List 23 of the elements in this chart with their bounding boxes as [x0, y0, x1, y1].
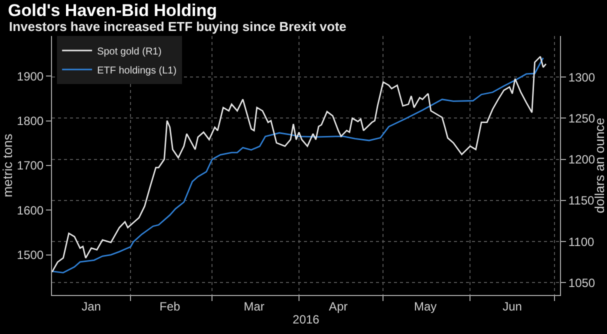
- chart-title: Gold's Haven-Bid Holding: [8, 0, 217, 20]
- x-tick-label: May: [414, 299, 437, 314]
- y-tick-label: 1800: [16, 114, 44, 128]
- x-axis-title: 2016: [292, 312, 320, 326]
- x-tick-label: Jun: [502, 299, 522, 314]
- y-tick-label: 1900: [16, 69, 44, 84]
- y2-tick-label: 1300: [568, 70, 596, 84]
- y-tick-label: 1500: [16, 248, 44, 262]
- y2-tick-label: 1200: [568, 152, 596, 167]
- x-tick-label: Mar: [244, 299, 264, 314]
- y-tick-label: 1700: [16, 158, 44, 173]
- y-axis-title: metric tons: [0, 133, 15, 198]
- legend-label: ETF holdings (L1): [97, 65, 177, 76]
- y-tick-label: 1600: [16, 203, 44, 218]
- x-tick-label: Apr: [328, 299, 348, 314]
- legend-label: Spot gold (R1): [97, 46, 162, 58]
- y2-tick-label: 1250: [568, 111, 596, 126]
- y2-tick-label: 1150: [568, 194, 595, 208]
- y2-tick-label: 1050: [568, 276, 596, 290]
- y2-tick-label: 1100: [568, 234, 595, 249]
- x-tick-label: Jan: [82, 299, 101, 314]
- x-tick-label: Feb: [160, 299, 181, 314]
- chart-subtitle: Investors have increased ETF buying since Brexit vote: [9, 19, 346, 34]
